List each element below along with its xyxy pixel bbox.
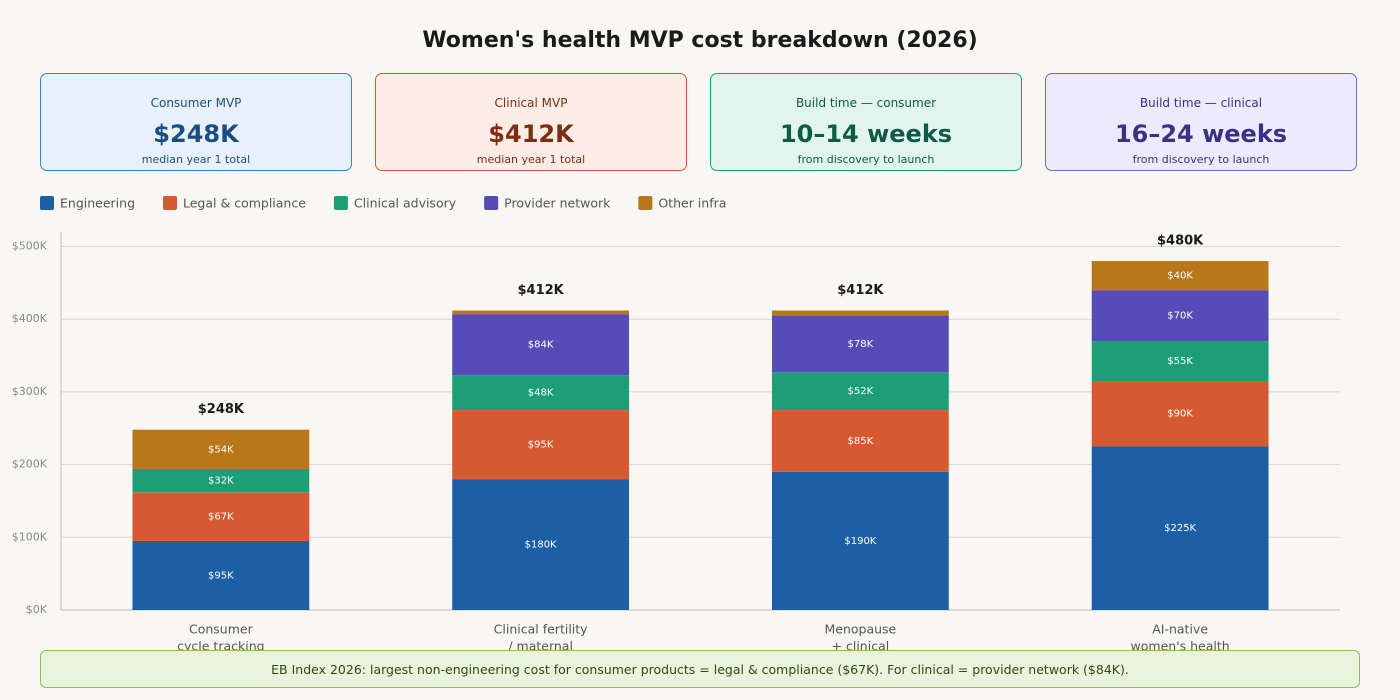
legend-swatch (484, 196, 499, 210)
legend-label: Legal & compliance (183, 196, 306, 211)
legend-swatch (638, 196, 653, 210)
segment-label: $95K (208, 570, 234, 581)
x-tick-label: Menopause (824, 622, 896, 637)
kpi-card: Build time — consumer 10–14 weeks from d… (710, 73, 1022, 171)
x-tick-label: women's health (1131, 639, 1230, 654)
y-tick-label: $200K (12, 458, 48, 471)
segment-label: $78K (848, 339, 874, 350)
segment-label: $32K (208, 476, 234, 487)
bar-segment (1091, 261, 1269, 291)
bar-segment (771, 372, 949, 411)
bar-segment (132, 468, 310, 493)
bar-segment (452, 375, 630, 411)
bar-segment (132, 429, 310, 469)
bar-segment (132, 492, 310, 541)
card-value: 10–14 weeks (779, 120, 953, 148)
legend-swatch (333, 196, 348, 210)
segment-label: $67K (208, 512, 234, 523)
segment-label: $180K (525, 540, 557, 551)
legend-swatch (163, 196, 177, 210)
total-label: $480K (1157, 234, 1204, 249)
bar-segment (771, 410, 949, 472)
legend-label: Provider network (504, 196, 611, 211)
y-tick-label: $100K (12, 530, 48, 543)
legend-label: Clinical advisory (354, 196, 457, 211)
bar-segment (771, 310, 949, 316)
footnote: EB Index 2026: largest non-engineering c… (40, 650, 1360, 688)
card-sub: median year 1 total (141, 153, 251, 166)
chart-title: Women's health MVP cost breakdown (2026) (422, 28, 977, 53)
bar-segment (1091, 341, 1269, 382)
segment-label: $40K (1167, 271, 1193, 282)
card-value: $248K (153, 120, 239, 148)
card-value: 16–24 weeks (1114, 120, 1288, 148)
bar-segment (1091, 290, 1269, 342)
bar-segment (452, 314, 630, 376)
y-tick-label: $0K (26, 603, 48, 616)
bar-segment (452, 410, 630, 480)
y-tick-label: $400K (12, 312, 48, 325)
legend-swatch (40, 196, 54, 210)
segment-label: $190K (844, 536, 876, 547)
y-tick-label: $300K (12, 385, 48, 398)
x-tick-label: cycle tracking (177, 639, 264, 654)
segment-label: $85K (848, 436, 874, 447)
bar-segment (452, 479, 630, 610)
bar-segment (1091, 381, 1269, 447)
kpi-card: Clinical MVP $412K median year 1 total (375, 73, 687, 171)
card-label: Build time — consumer (795, 96, 937, 110)
legend-label: Engineering (60, 196, 135, 211)
segment-label: $90K (1167, 409, 1193, 420)
bar-segment (452, 310, 630, 315)
total-label: $412K (837, 283, 884, 298)
x-tick-label: AI-native (1152, 622, 1208, 637)
total-label: $248K (198, 402, 245, 417)
card-sub: from discovery to launch (797, 153, 935, 166)
legend-label: Other infra (658, 196, 726, 211)
segment-label: $55K (1167, 356, 1193, 367)
segment-label: $225K (1164, 523, 1196, 534)
x-tick-label: + clinical (832, 639, 890, 654)
segment-label: $48K (528, 388, 554, 399)
card-label: Clinical MVP (494, 96, 568, 110)
card-sub: from discovery to launch (1132, 153, 1270, 166)
total-label: $412K (517, 283, 564, 298)
segment-label: $52K (848, 386, 874, 397)
kpi-card: Build time — clinical 16–24 weeks from d… (1045, 73, 1357, 171)
segment-label: $95K (528, 440, 554, 451)
x-tick-label: / maternal (508, 639, 573, 654)
segment-label: $70K (1167, 311, 1193, 322)
x-tick-label: Clinical fertility (494, 622, 588, 637)
segment-label: $84K (528, 340, 554, 351)
bar-segment (771, 471, 949, 610)
bar-segment (1091, 446, 1269, 610)
x-tick-label: Consumer (189, 622, 254, 637)
bar-segment (132, 540, 310, 610)
card-label: Build time — clinical (1139, 96, 1263, 110)
card-sub: median year 1 total (476, 153, 586, 166)
segment-label: $54K (208, 444, 234, 455)
y-tick-label: $500K (12, 240, 48, 253)
card-value: $412K (488, 120, 574, 148)
kpi-card: Consumer MVP $248K median year 1 total (40, 73, 352, 171)
card-label: Consumer MVP (150, 96, 242, 110)
bar-segment (771, 315, 949, 373)
